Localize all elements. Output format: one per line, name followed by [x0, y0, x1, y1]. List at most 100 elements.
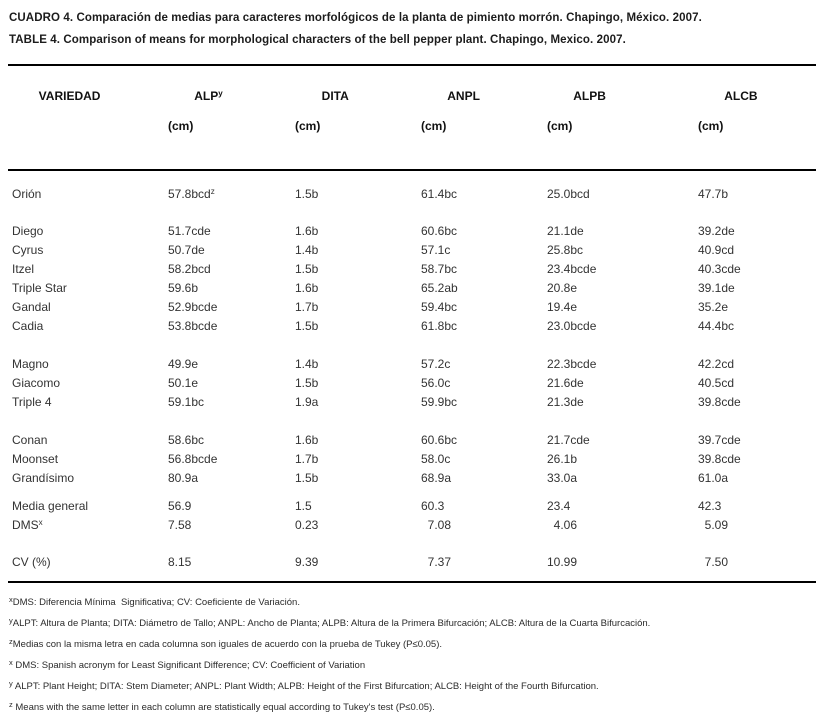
- footnote: yALPT: Altura de Planta; DITA: Diámetro …: [9, 616, 816, 629]
- value-cell: 61.0a: [698, 471, 729, 485]
- value-cell: 26.1b: [547, 452, 578, 466]
- value-cell: 58.0c: [421, 452, 451, 466]
- value-cell: 7.50: [698, 555, 729, 569]
- row-group: Diego 51.7cde 1.6b 60.6bc 21.1de 39.2de Cyrus 5…: [12, 222, 816, 336]
- value-cell: 5.09: [698, 518, 729, 532]
- footnote-marker: x: [9, 658, 13, 667]
- variety-name: Conan: [12, 433, 48, 447]
- footnote-marker: y: [9, 616, 13, 625]
- value-cell: 68.9a: [421, 471, 452, 485]
- table-row: Cyrus 50.7de 1.4b 57.1c 25.8bc 40.9cd: [12, 241, 816, 260]
- value-cell: 10.99: [547, 555, 578, 569]
- variety-name: Media general: [12, 499, 89, 513]
- value-cell: 59.1bc: [168, 395, 205, 409]
- value-cell: 49.9e: [168, 357, 199, 371]
- table-row: CV (%) 8.15 9.39 7.37 10.99 7.50: [12, 553, 816, 572]
- value-cell: 1.9a: [295, 395, 319, 409]
- row-group: Orión 57.8bcdz 1.5b 61.4bc 25.0bcd 47.7b: [12, 185, 816, 204]
- value-cell: 42.3: [698, 499, 722, 513]
- value-cell: 57.8bcdz: [168, 187, 215, 201]
- value-cell: 21.7cde: [547, 433, 590, 447]
- value-cell: 25.0bcd: [547, 187, 590, 201]
- value-cell: 1.6b: [295, 224, 319, 238]
- value-cell: 21.1de: [547, 224, 584, 238]
- variety-name: Triple Star: [12, 281, 67, 295]
- value-cell: 21.3de: [547, 395, 584, 409]
- value-cell: 60.6bc: [421, 433, 458, 447]
- footnote: y ALPT: Plant Height; DITA: Stem Diamete…: [9, 679, 816, 692]
- table-captions: CUADRO 4. Comparación de medias para car…: [8, 8, 816, 64]
- value-cell: 1.4b: [295, 357, 319, 371]
- value-cell: 1.5b: [295, 471, 319, 485]
- value-cell: 23.4bcde: [547, 262, 597, 276]
- footnote-text: ALPT: Plant Height; DITA: Stem Diameter;…: [12, 681, 599, 692]
- footnote-marker: y: [9, 679, 13, 688]
- value-cell: 1.6b: [295, 281, 319, 295]
- value-cell: 25.8bc: [547, 243, 584, 257]
- column-header-dita: DITA (cm): [295, 89, 349, 133]
- value-cell: 40.5cd: [698, 376, 735, 390]
- variety-name: Orión: [12, 187, 42, 201]
- variety-name: Cyrus: [12, 243, 44, 257]
- row-group: Media general 56.9 1.5 60.3 23.4 42.3 DMSx 7.58…: [12, 497, 816, 535]
- value-cell: 57.2c: [421, 357, 451, 371]
- value-cell: 60.6bc: [421, 224, 458, 238]
- value-cell: 1.4b: [295, 243, 319, 257]
- value-cell: 47.7b: [698, 187, 729, 201]
- table-footnotes: xDMS: Diferencia Mínima Significativa; C…: [8, 583, 816, 713]
- variety-name: Diego: [12, 224, 44, 238]
- table-row: Triple Star 59.6b 1.6b 65.2ab 20.8e 39.1de: [12, 279, 816, 298]
- footnote-marker: x: [9, 595, 13, 604]
- value-cell: 23.0bcde: [547, 319, 597, 333]
- table-title-english: TABLE 4. Comparison of means for morphol…: [9, 34, 626, 46]
- table-row: Cadia 53.8bcde 1.5b 61.8bc 23.0bcde 44.4bc: [12, 317, 816, 336]
- row-group: Conan 58.6bc 1.6b 60.6bc 21.7cde 39.7cde Moons…: [12, 431, 816, 488]
- footnote-text: DMS: Diferencia Mínima Significativa; CV…: [12, 597, 300, 608]
- value-cell: 42.2cd: [698, 357, 735, 371]
- value-cell: 80.9a: [168, 471, 199, 485]
- value-cell: 52.9bcde: [168, 300, 218, 314]
- value-cell: 0.23: [295, 518, 319, 532]
- footnote: z Means with the same letter in each col…: [9, 700, 816, 713]
- value-cell: 58.6bc: [168, 433, 205, 447]
- value-cell: 35.2e: [698, 300, 729, 314]
- footnote-text: ALPT: Altura de Planta; DITA: Diámetro d…: [12, 618, 651, 629]
- footnote-marker: z: [9, 637, 13, 646]
- value-cell: 56.9: [168, 499, 192, 513]
- value-cell: 1.5b: [295, 187, 319, 201]
- value-cell: 1.7b: [295, 300, 319, 314]
- value-cell: 40.9cd: [698, 243, 735, 257]
- table-body: Orión 57.8bcdz 1.5b 61.4bc 25.0bcd 47.7b Diego…: [8, 171, 816, 581]
- footnote-marker: z: [9, 700, 13, 709]
- value-cell: 7.08: [421, 518, 452, 532]
- column-header-alcb: ALCB (cm): [698, 89, 758, 133]
- variety-name: Giacomo: [12, 376, 61, 390]
- variety-name: DMSx: [12, 518, 43, 532]
- value-cell: 59.9bc: [421, 395, 458, 409]
- table-row: Moonset 56.8bcde 1.7b 58.0c 26.1b 39.8cde: [12, 450, 816, 469]
- value-cell: 60.3: [421, 499, 445, 513]
- value-cell: 39.2de: [698, 224, 735, 238]
- footnote-text: DMS: Spanish acronym for Least Significa…: [12, 660, 366, 671]
- value-cell: 1.5b: [295, 376, 319, 390]
- table-row: Orión 57.8bcdz 1.5b 61.4bc 25.0bcd 47.7b: [12, 185, 816, 204]
- column-header-variedad: VARIEDAD: [38, 89, 101, 103]
- value-cell: 8.15: [168, 555, 192, 569]
- superscript-marker: y: [218, 89, 223, 98]
- footnote: x DMS: Spanish acronym for Least Signifi…: [9, 658, 816, 671]
- value-cell: 44.4bc: [698, 319, 735, 333]
- table-row: Magno 49.9e 1.4b 57.2c 22.3bcde 42.2cd: [12, 355, 816, 374]
- variety-name: Itzel: [12, 262, 35, 276]
- superscript-marker: z: [210, 187, 215, 196]
- value-cell: 56.0c: [421, 376, 451, 390]
- footnote: xDMS: Diferencia Mínima Significativa; C…: [9, 595, 816, 608]
- table-row: DMSx 7.58 0.23 7.08 4.06 5.09: [12, 516, 816, 535]
- variety-name: CV (%): [12, 555, 51, 569]
- row-group: CV (%) 8.15 9.39 7.37 10.99 7.50: [12, 553, 816, 572]
- table-title-spanish: CUADRO 4. Comparación de medias para car…: [9, 12, 702, 24]
- table-row: Conan 58.6bc 1.6b 60.6bc 21.7cde 39.7cde: [12, 431, 816, 450]
- value-cell: 53.8bcde: [168, 319, 218, 333]
- variety-name: Cadia: [12, 319, 44, 333]
- value-cell: 1.5b: [295, 262, 319, 276]
